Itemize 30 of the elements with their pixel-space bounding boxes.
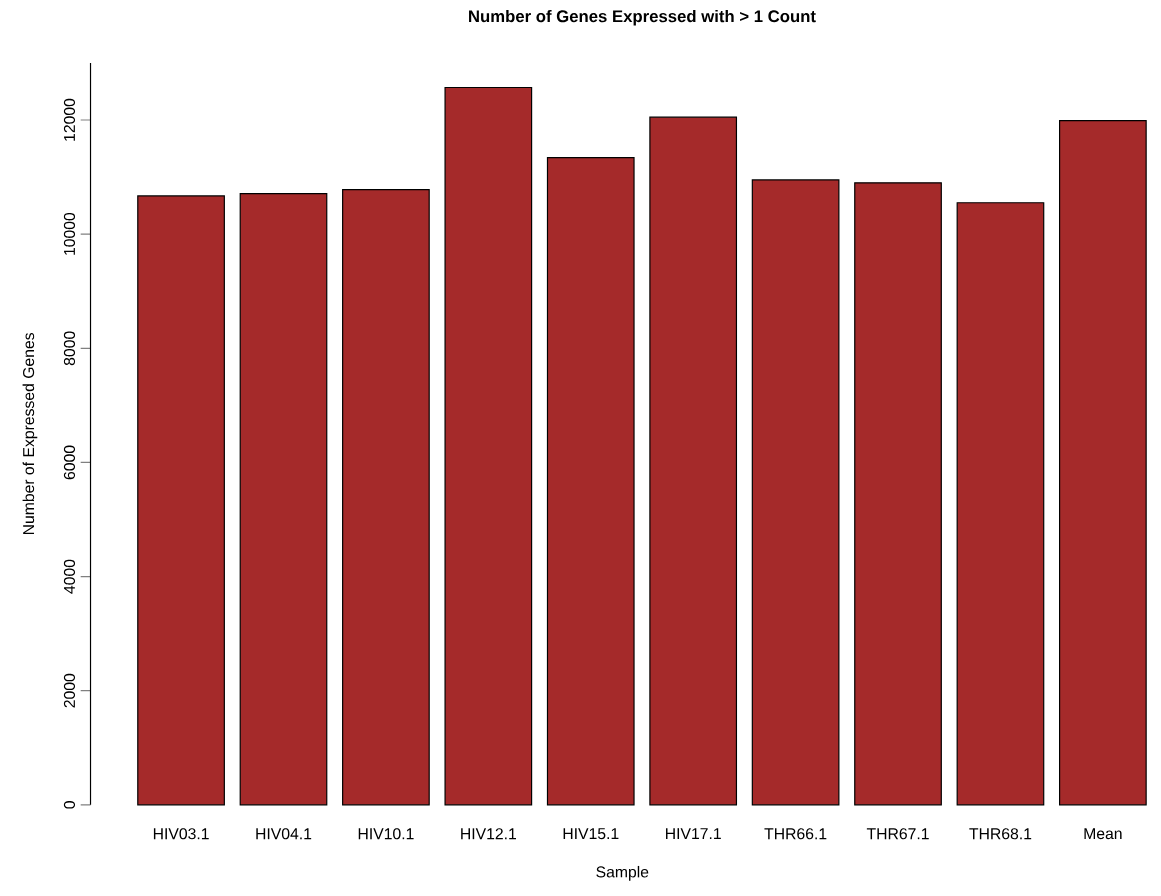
bar	[137, 195, 225, 806]
bar	[546, 156, 635, 806]
y-tick-label: 4000	[63, 559, 76, 594]
bar	[854, 182, 942, 806]
bar	[239, 192, 328, 806]
x-tick-label: HIV03.1	[153, 828, 209, 840]
x-tick-label: HIV15.1	[563, 828, 619, 840]
x-axis-title: Sample	[596, 865, 649, 881]
bar	[649, 116, 738, 806]
x-tick-label: HIV17.1	[666, 828, 721, 839]
y-tick-label: 0	[63, 800, 76, 809]
x-tick-label: HIV10.1	[358, 828, 414, 840]
y-tick-label: 10000	[63, 212, 76, 255]
x-tick-label: HIV04.1	[256, 828, 312, 840]
bar	[342, 188, 430, 806]
chart-title: Number of Genes Expressed with > 1 Count	[469, 9, 816, 26]
y-tick-label: 12000	[63, 98, 76, 141]
y-tick-label: 2000	[63, 673, 76, 708]
bar	[444, 86, 533, 806]
bar	[956, 202, 1045, 806]
x-tick-label: THR68.1	[969, 828, 1032, 840]
x-tick-label: THR66.1	[764, 828, 827, 840]
x-tick-label: THR67.1	[866, 828, 929, 840]
bar	[1059, 119, 1147, 806]
y-tick-label: 6000	[63, 445, 76, 479]
x-tick-label: HIV12.1	[461, 828, 517, 840]
y-axis-title: Number of Expressed Genes	[22, 332, 38, 534]
y-tick-label: 8000	[63, 331, 76, 365]
x-tick-label: Mean	[1084, 828, 1122, 840]
bar	[751, 179, 840, 806]
